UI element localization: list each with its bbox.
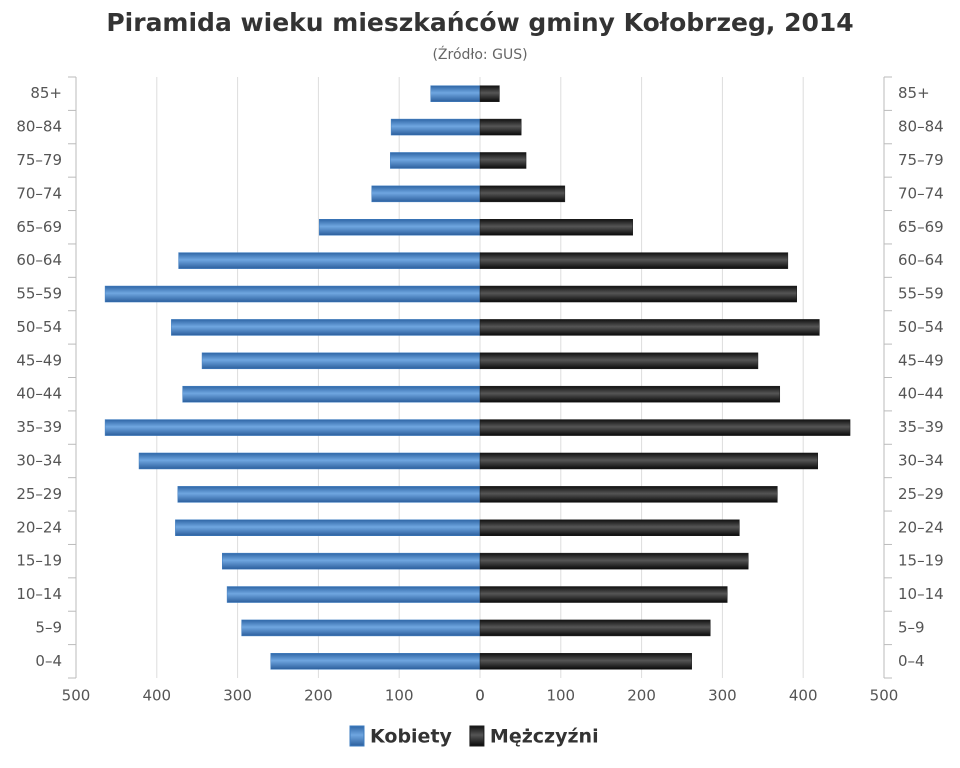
bar bbox=[479, 619, 711, 637]
bar bbox=[430, 85, 481, 102]
y-tick-label: 35–39 bbox=[16, 418, 62, 436]
y-tick-label: 30–34 bbox=[898, 451, 944, 469]
y-tick-label: 65–69 bbox=[898, 218, 944, 236]
y-tick-label: 25–29 bbox=[898, 485, 944, 503]
bar bbox=[479, 285, 797, 303]
bar bbox=[371, 185, 481, 203]
x-tick-label: 0 bbox=[475, 687, 485, 705]
x-tick-label: 0 bbox=[475, 687, 485, 705]
bar bbox=[479, 385, 781, 403]
bar bbox=[182, 385, 481, 403]
y-tick-label: 45–49 bbox=[898, 351, 944, 369]
y-tick-label: 60–64 bbox=[16, 251, 62, 269]
bar bbox=[390, 152, 481, 169]
bar bbox=[226, 586, 481, 603]
y-tick-label: 55–59 bbox=[16, 285, 62, 303]
y-tick-label: 20–24 bbox=[898, 518, 944, 536]
bar bbox=[138, 452, 481, 470]
y-tick-label: 5–9 bbox=[898, 618, 925, 636]
chart-title: Piramida wieku mieszkańców gminy Kołobrz… bbox=[106, 8, 853, 37]
bar bbox=[171, 319, 481, 336]
y-tick-label: 40–44 bbox=[898, 385, 944, 403]
bar bbox=[104, 419, 481, 436]
bar bbox=[479, 252, 789, 269]
bar bbox=[177, 486, 481, 503]
y-tick-label: 40–44 bbox=[16, 385, 62, 403]
bar bbox=[221, 552, 481, 570]
bar bbox=[241, 619, 481, 637]
bar bbox=[104, 285, 481, 303]
bar bbox=[479, 185, 566, 203]
bar bbox=[175, 519, 481, 536]
bar bbox=[201, 352, 481, 370]
y-tick-label: 30–34 bbox=[16, 451, 62, 469]
chart-subtitle: (Źródło: GUS) bbox=[432, 45, 527, 63]
legend-swatch bbox=[469, 725, 485, 747]
x-tick-label: 300 bbox=[708, 687, 737, 705]
y-tick-label: 25–29 bbox=[16, 485, 62, 503]
bar bbox=[479, 85, 500, 102]
y-tick-label: 65–69 bbox=[16, 218, 62, 236]
x-tick-label: 100 bbox=[385, 687, 414, 705]
bar bbox=[479, 653, 692, 670]
bar bbox=[479, 419, 851, 436]
y-tick-label: 10–14 bbox=[16, 585, 62, 603]
y-tick-label: 50–54 bbox=[16, 318, 62, 336]
bar bbox=[479, 319, 820, 336]
bar bbox=[479, 219, 633, 236]
legend-label: Mężczyźni bbox=[490, 726, 599, 748]
bar bbox=[390, 118, 481, 136]
y-tick-label: 0–4 bbox=[898, 652, 925, 670]
y-tick-label: 0–4 bbox=[35, 652, 62, 670]
bar bbox=[479, 586, 728, 603]
bar bbox=[479, 152, 527, 169]
y-tick-label: 35–39 bbox=[898, 418, 944, 436]
y-tick-label: 20–24 bbox=[16, 518, 62, 536]
y-tick-label: 50–54 bbox=[898, 318, 944, 336]
y-tick-label: 80–84 bbox=[898, 118, 944, 136]
y-tick-label: 15–19 bbox=[898, 552, 944, 570]
y-tick-label: 70–74 bbox=[898, 184, 944, 202]
bar bbox=[479, 352, 759, 370]
y-tick-label: 80–84 bbox=[16, 118, 62, 136]
x-tick-label: 500 bbox=[870, 687, 899, 705]
y-tick-label: 5–9 bbox=[35, 618, 62, 636]
bar bbox=[479, 486, 778, 503]
bar bbox=[479, 118, 522, 136]
x-tick-label: 400 bbox=[789, 687, 818, 705]
y-tick-label: 75–79 bbox=[16, 151, 62, 169]
y-tick-label: 45–49 bbox=[16, 351, 62, 369]
x-tick-label: 300 bbox=[223, 687, 252, 705]
bar bbox=[270, 653, 481, 670]
bar bbox=[479, 519, 740, 536]
bar bbox=[318, 219, 481, 236]
bar bbox=[479, 552, 749, 570]
y-tick-label: 85+ bbox=[30, 84, 62, 102]
bar bbox=[479, 452, 818, 470]
y-tick-label: 10–14 bbox=[898, 585, 944, 603]
legend-label: Kobiety bbox=[370, 726, 453, 748]
legend-swatch bbox=[349, 725, 365, 747]
x-tick-label: 200 bbox=[304, 687, 333, 705]
x-tick-label: 100 bbox=[546, 687, 575, 705]
y-tick-label: 15–19 bbox=[16, 552, 62, 570]
y-tick-label: 60–64 bbox=[898, 251, 944, 269]
y-tick-label: 70–74 bbox=[16, 184, 62, 202]
y-tick-label: 75–79 bbox=[898, 151, 944, 169]
x-tick-label: 500 bbox=[62, 687, 91, 705]
x-tick-label: 200 bbox=[627, 687, 656, 705]
x-tick-label: 400 bbox=[142, 687, 171, 705]
bar bbox=[178, 252, 481, 269]
y-tick-label: 85+ bbox=[898, 84, 930, 102]
y-tick-label: 55–59 bbox=[898, 285, 944, 303]
